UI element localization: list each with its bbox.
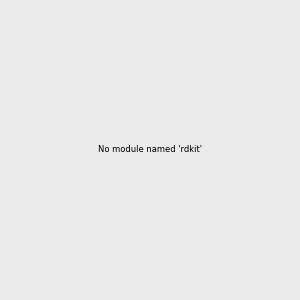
Text: No module named 'rdkit': No module named 'rdkit' (98, 146, 202, 154)
